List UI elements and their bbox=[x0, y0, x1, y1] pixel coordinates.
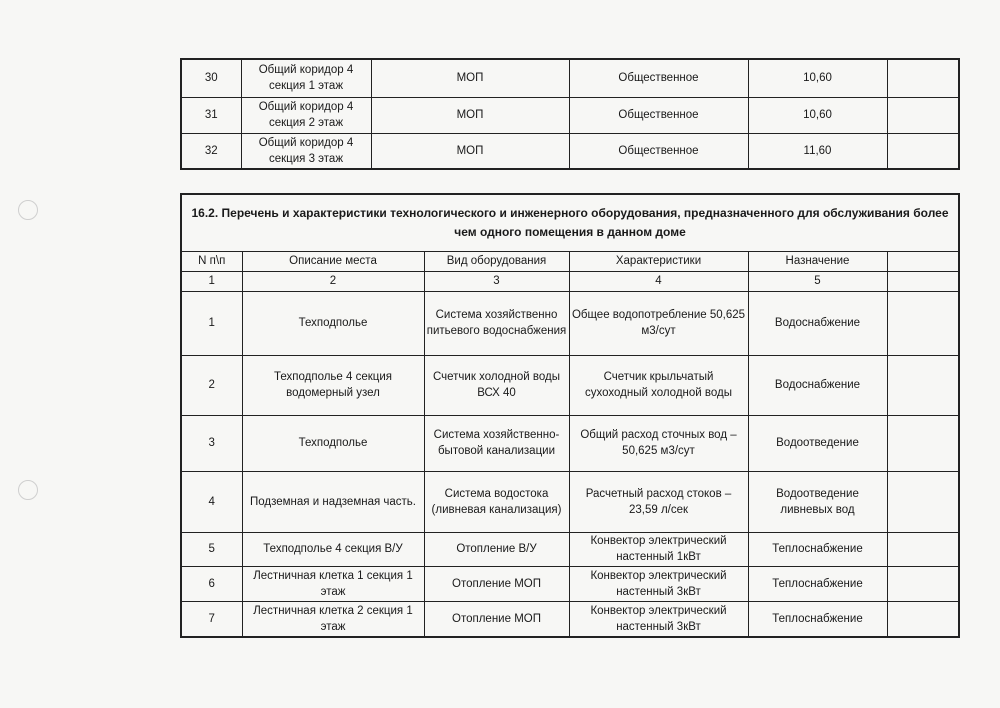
cell-specs: Общее водопотребление 50,625 м3/сут bbox=[568, 290, 749, 356]
cell-place: Техподполье bbox=[241, 290, 425, 356]
table-row: 5 Техподполье 4 секция В/У Отопление В/У Ко… bbox=[180, 531, 960, 567]
cell-purpose: Общественное bbox=[568, 132, 749, 170]
column-number-row: 1 2 3 4 5 bbox=[180, 270, 960, 292]
section-title: 16.2. Перечень и характеристики технолог… bbox=[180, 193, 960, 252]
cell-place: Техподполье bbox=[241, 414, 425, 472]
header-cell: Вид оборудования bbox=[423, 250, 570, 272]
cell-purpose: Общественное bbox=[568, 96, 749, 134]
cell-specs: Конвектор электрический настенный 3кВт bbox=[568, 565, 749, 602]
cell-type: МОП bbox=[370, 96, 570, 134]
table-row: 3 Техподполье Система хозяйственно-бытовой… bbox=[180, 414, 960, 472]
cell-empty bbox=[886, 565, 960, 602]
cell-place: Подземная и надземная часть. bbox=[241, 470, 425, 533]
cell-equipment: Счетчик холодной воды ВСХ 40 bbox=[423, 354, 570, 416]
cell-place: Лестничная клетка 1 секция 1 этаж bbox=[241, 565, 425, 602]
cell-area: 11,60 bbox=[747, 132, 888, 170]
table-row: 6 Лестничная клетка 1 секция 1 этаж Отопле… bbox=[180, 565, 960, 602]
column-number bbox=[886, 270, 960, 292]
cell-purpose: Теплоснабжение bbox=[747, 531, 888, 567]
cell-n: 32 bbox=[180, 132, 242, 170]
cell-purpose: Водоотведение ливневых вод bbox=[747, 470, 888, 533]
table-row: 4 Подземная и надземная часть. Система вод… bbox=[180, 470, 960, 533]
cell-extra bbox=[886, 96, 960, 134]
cell-n: 4 bbox=[180, 470, 243, 533]
cell-n: 1 bbox=[180, 290, 243, 356]
punch-hole-mark bbox=[18, 480, 38, 500]
cell-equipment: Отопление В/У bbox=[423, 531, 570, 567]
cell-purpose: Общественное bbox=[568, 58, 749, 98]
cell-purpose: Теплоснабжение bbox=[747, 565, 888, 602]
header-cell: N п\п bbox=[180, 250, 243, 272]
table-row: 1 Техподполье Система хозяйственно питьево… bbox=[180, 290, 960, 356]
table-row: 30 Общий коридор 4 секция 1 этаж МОП Общест… bbox=[180, 58, 960, 98]
cell-empty bbox=[886, 470, 960, 533]
cell-place: Общий коридор 4 секция 1 этаж bbox=[240, 58, 372, 98]
cell-area: 10,60 bbox=[747, 96, 888, 134]
cell-n: 30 bbox=[180, 58, 242, 98]
cell-specs: Счетчик крыльчатый сухоходный холодной в… bbox=[568, 354, 749, 416]
header-cell: Назначение bbox=[747, 250, 888, 272]
cell-area: 10,60 bbox=[747, 58, 888, 98]
cell-n: 31 bbox=[180, 96, 242, 134]
cell-purpose: Водоотведение bbox=[747, 414, 888, 472]
cell-n: 6 bbox=[180, 565, 243, 602]
header-cell: Описание места bbox=[241, 250, 425, 272]
cell-equipment: Система хозяйственно-бытовой канализации bbox=[423, 414, 570, 472]
cell-specs: Общий расход сточных вод – 50,625 м3/сут bbox=[568, 414, 749, 472]
cell-purpose: Водоснабжение bbox=[747, 290, 888, 356]
header-row: N п\п Описание места Вид оборудования Ха… bbox=[180, 250, 960, 272]
cell-type: МОП bbox=[370, 58, 570, 98]
table-row: 7 Лестничная клетка 2 секция 1 этаж Отопле… bbox=[180, 600, 960, 638]
header-cell bbox=[886, 250, 960, 272]
cell-extra bbox=[886, 58, 960, 98]
column-number: 3 bbox=[423, 270, 570, 292]
cell-empty bbox=[886, 531, 960, 567]
cell-empty bbox=[886, 600, 960, 638]
table-row: 2 Техподполье 4 секция водомерный узел Сче… bbox=[180, 354, 960, 416]
cell-equipment: Отопление МОП bbox=[423, 600, 570, 638]
cell-specs: Конвектор электрический настенный 1кВт bbox=[568, 531, 749, 567]
column-number: 1 bbox=[180, 270, 243, 292]
cell-specs: Расчетный расход стоков – 23,59 л/сек bbox=[568, 470, 749, 533]
cell-equipment: Отопление МОП bbox=[423, 565, 570, 602]
equipment-table: 16.2. Перечень и характеристики технолог… bbox=[180, 193, 961, 638]
cell-place: Лестничная клетка 2 секция 1 этаж bbox=[241, 600, 425, 638]
header-cell: Характеристики bbox=[568, 250, 749, 272]
cell-type: МОП bbox=[370, 132, 570, 170]
common-areas-table: 30 Общий коридор 4 секция 1 этаж МОП Общест… bbox=[180, 58, 960, 170]
column-number: 4 bbox=[568, 270, 749, 292]
column-number: 5 bbox=[747, 270, 888, 292]
cell-place: Общий коридор 4 секция 2 этаж bbox=[240, 96, 372, 134]
cell-n: 3 bbox=[180, 414, 243, 472]
punch-hole-mark bbox=[18, 200, 38, 220]
cell-equipment: Система хозяйственно питьевого водоснабж… bbox=[423, 290, 570, 356]
cell-equipment: Система водостока (ливневая канализация) bbox=[423, 470, 570, 533]
cell-empty bbox=[886, 354, 960, 416]
cell-extra bbox=[886, 132, 960, 170]
table-row: 32 Общий коридор 4 секция 3 этаж МОП Общест… bbox=[180, 132, 960, 170]
cell-n: 5 bbox=[180, 531, 243, 567]
cell-n: 7 bbox=[180, 600, 243, 638]
cell-empty bbox=[886, 414, 960, 472]
cell-purpose: Теплоснабжение bbox=[747, 600, 888, 638]
cell-empty bbox=[886, 290, 960, 356]
cell-place: Техподполье 4 секция водомерный узел bbox=[241, 354, 425, 416]
column-number: 2 bbox=[241, 270, 425, 292]
cell-place: Общий коридор 4 секция 3 этаж bbox=[240, 132, 372, 170]
cell-n: 2 bbox=[180, 354, 243, 416]
table-row: 31 Общий коридор 4 секция 2 этаж МОП Общест… bbox=[180, 96, 960, 134]
cell-specs: Конвектор электрический настенный 3кВт bbox=[568, 600, 749, 638]
cell-purpose: Водоснабжение bbox=[747, 354, 888, 416]
cell-place: Техподполье 4 секция В/У bbox=[241, 531, 425, 567]
